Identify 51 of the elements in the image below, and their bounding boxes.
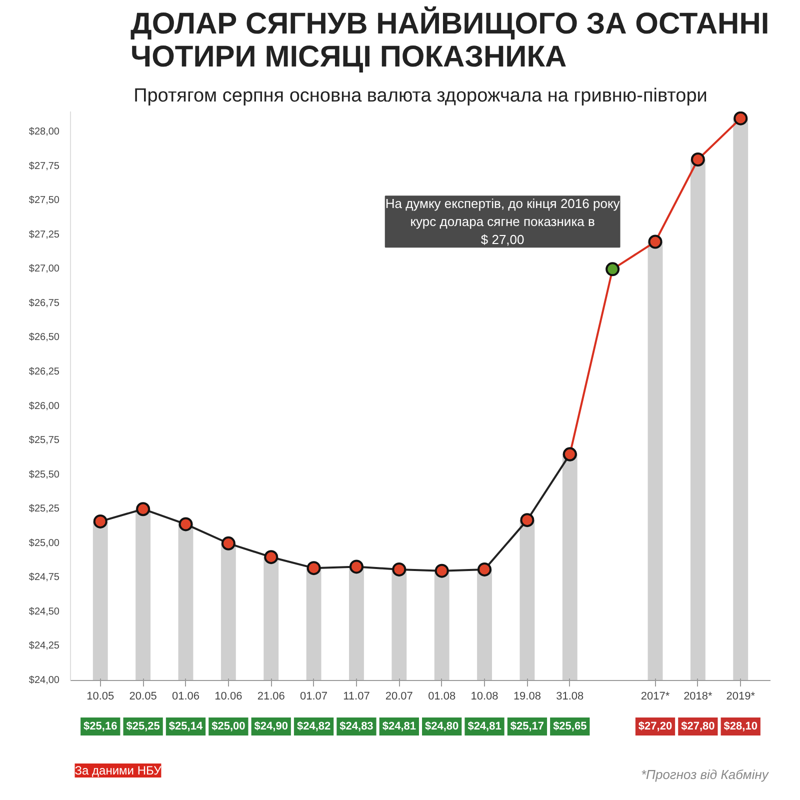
y-tick-label: $25,75	[28, 435, 60, 446]
y-tick-label: $24,25	[28, 640, 60, 652]
y-tick-label: $24,50	[28, 606, 60, 618]
chart-title: ДОЛАР СЯГНУВ НАЙВИЩОГО ЗА ОСТАННІ ЧОТИРИ МІСЯЦІ ПОКАЗНИКА	[130, 6, 770, 74]
data-label: $24,82	[296, 720, 331, 732]
y-tick-label: $24,75	[28, 572, 60, 584]
data-label: $28,10	[724, 720, 758, 732]
y-tick-label: $25,00	[28, 538, 60, 549]
y-tick-label: $27,00	[28, 264, 60, 275]
x-tick-label: 10.08	[470, 690, 498, 702]
x-tick-label: 31.08	[556, 690, 584, 702]
x-tick-label: 20.05	[129, 690, 157, 702]
y-tick-label: $26,00	[28, 400, 60, 412]
x-tick-label: 01.06	[172, 690, 200, 702]
x-tick-label: 01.08	[428, 690, 456, 702]
data-label: $24,83	[340, 720, 374, 732]
y-tick-label: $27,50	[28, 195, 60, 206]
data-label: $27,80	[681, 720, 715, 732]
y-tick-label: $25,50	[28, 469, 60, 480]
data-label: $27,20	[638, 720, 672, 732]
data-label: $25,65	[553, 720, 587, 732]
x-tick-label: 2019*	[726, 690, 756, 702]
x-tick-label: 10.05	[86, 690, 114, 702]
y-tick-label: $27,75	[28, 160, 60, 172]
x-tick-label: 2018*	[684, 690, 714, 702]
y-tick-label: $26,75	[28, 298, 60, 309]
y-tick-label: $28,00	[28, 126, 60, 138]
data-label: $25,25	[126, 720, 160, 732]
data-label: $25,14	[168, 720, 204, 732]
annotation: На думку експертів, до кінця 2016 року курс долара сягне показника в $ 27,00	[385, 196, 620, 248]
data-label: $24,80	[425, 720, 459, 732]
data-label: $25,00	[212, 720, 246, 732]
y-tick-label: $27,25	[28, 229, 60, 240]
x-tick-label: 11.07	[343, 690, 370, 702]
x-tick-label: 2017*	[640, 690, 670, 702]
x-tick-label: 21.06	[257, 690, 285, 702]
y-tick-label: $26,50	[28, 332, 60, 344]
x-tick-label: 01.07	[300, 690, 328, 702]
x-tick-label: 19.08	[513, 690, 541, 702]
text: *Прогноз від Кабміну	[640, 767, 770, 782]
data-label: $24,90	[254, 720, 288, 732]
y-tick-label: $25,25	[28, 504, 60, 515]
y-tick-label: $24,00	[28, 675, 60, 686]
x-tick-label: 20.07	[385, 690, 413, 702]
y-tick-label: $26,25	[28, 366, 60, 378]
x-tick-label: 10.06	[214, 690, 242, 702]
chart-subtitle: Протягом серпня основна валюта здорожчала на гривню-півтори	[134, 86, 708, 106]
data-label: $25,17	[510, 720, 544, 732]
data-label: $25,16	[84, 720, 118, 732]
data-label: $24,81	[382, 720, 416, 732]
data-label: $24,81	[468, 720, 502, 732]
